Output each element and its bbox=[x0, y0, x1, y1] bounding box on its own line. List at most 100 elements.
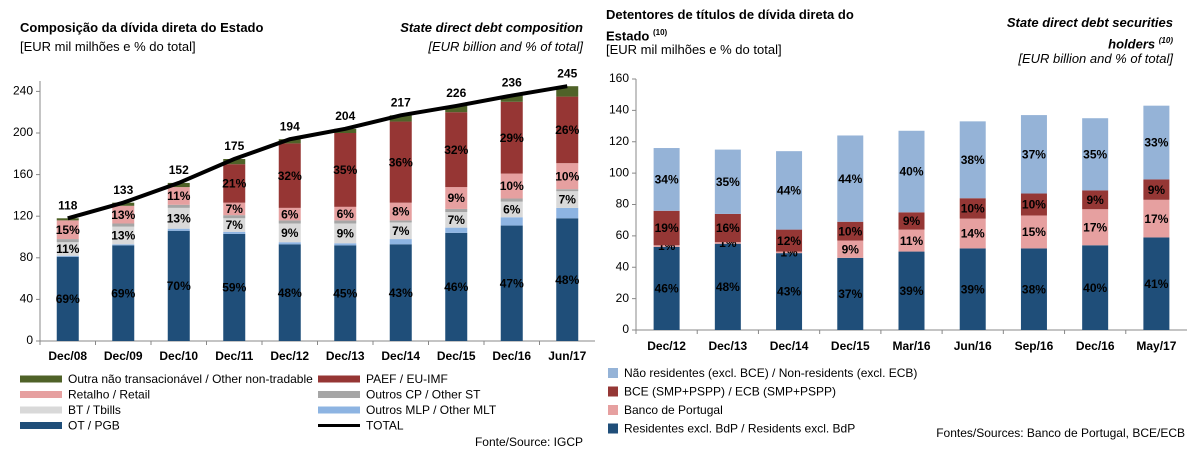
x-tick-label: May/17 bbox=[1136, 339, 1176, 353]
x-tick-label: Sep/16 bbox=[1015, 339, 1054, 353]
source: Fonte/Source: IGCP bbox=[475, 435, 583, 449]
data-label: 10% bbox=[838, 224, 862, 238]
bar-segment bbox=[445, 112, 468, 188]
x-tick-label: Dec/12 bbox=[270, 349, 309, 363]
x-tick-label: Dec/14 bbox=[381, 349, 420, 363]
data-label: 10% bbox=[1022, 198, 1046, 212]
x-tick-label: Dec/10 bbox=[159, 349, 198, 363]
x-tick-label: Dec/11 bbox=[215, 349, 253, 363]
legend-label: Outros CP / Other ST bbox=[366, 388, 481, 402]
y-tick-label: 160 bbox=[609, 71, 629, 85]
total-label: 133 bbox=[113, 183, 133, 197]
data-label: 11% bbox=[56, 242, 80, 256]
bar-segment bbox=[556, 191, 579, 208]
data-label: 33% bbox=[1144, 136, 1168, 150]
y-tick-label: 120 bbox=[13, 208, 33, 222]
legend-label: Retalho / Retail bbox=[68, 388, 150, 402]
bar-segment bbox=[278, 220, 301, 224]
y-tick-label: 0 bbox=[26, 333, 33, 347]
data-label: 9% bbox=[842, 242, 860, 256]
bar-segment bbox=[278, 223, 301, 243]
bar-segment bbox=[1082, 245, 1109, 330]
data-label: 10% bbox=[555, 169, 579, 183]
bar-segment bbox=[1143, 105, 1170, 180]
bar-segment bbox=[167, 230, 190, 341]
bar-segment bbox=[445, 105, 468, 113]
bar-segment bbox=[334, 206, 357, 221]
data-label: 34% bbox=[655, 173, 679, 187]
x-tick-label: Dec/13 bbox=[326, 349, 365, 363]
data-label: 46% bbox=[655, 282, 679, 296]
bar-segment bbox=[334, 223, 357, 244]
bar-segment bbox=[389, 115, 412, 122]
bar-segment bbox=[837, 257, 864, 330]
bar-segment bbox=[1082, 190, 1109, 210]
bar-segment bbox=[56, 220, 79, 240]
data-label: 9% bbox=[337, 227, 355, 241]
title: Composição da dívida direta do Estado bbox=[20, 20, 264, 35]
bar-segment bbox=[500, 217, 523, 226]
subtitle: [EUR mil milhões e % do total] bbox=[606, 42, 782, 57]
bar-segment bbox=[556, 163, 579, 190]
bar-segment bbox=[445, 187, 468, 209]
bar-segment bbox=[445, 208, 468, 213]
data-label: 37% bbox=[838, 287, 862, 301]
bar-segment bbox=[56, 239, 79, 243]
legend-label: Outros MLP / Other MLT bbox=[366, 403, 497, 417]
legend-swatch bbox=[20, 391, 62, 398]
y-tick-label: 40 bbox=[616, 259, 630, 273]
data-label: 13% bbox=[111, 229, 135, 243]
bar-segment bbox=[445, 232, 468, 341]
bar-segment bbox=[56, 242, 79, 256]
y-tick-label: 140 bbox=[609, 103, 629, 117]
data-label: 8% bbox=[392, 205, 410, 219]
bar-segment bbox=[556, 218, 579, 341]
data-label: 7% bbox=[559, 193, 577, 207]
bar-segment bbox=[334, 128, 357, 133]
legend-label: BT / Tbills bbox=[68, 403, 121, 417]
data-label: 12% bbox=[777, 234, 801, 248]
legend-swatch bbox=[608, 405, 618, 415]
y-tick-label: 60 bbox=[616, 228, 630, 242]
data-label: 47% bbox=[500, 276, 524, 290]
data-label: 9% bbox=[1148, 183, 1166, 197]
source: Fontes/Sources: Banco de Portugal, BCE/E… bbox=[936, 426, 1185, 440]
bar-segment bbox=[714, 242, 741, 244]
legend-label: Residentes excl. BdP / Residents excl. B… bbox=[624, 422, 855, 436]
total-label: 236 bbox=[502, 76, 522, 90]
bar-segment bbox=[556, 207, 579, 219]
data-label: 13% bbox=[167, 211, 191, 225]
legend-label: PAEF / EU-IMF bbox=[366, 372, 448, 386]
total-label: 175 bbox=[224, 139, 244, 153]
data-label: 9% bbox=[903, 214, 921, 228]
data-label: 29% bbox=[500, 131, 524, 145]
bar-segment bbox=[1143, 237, 1170, 330]
bar-segment bbox=[389, 202, 412, 221]
data-label: 69% bbox=[111, 286, 135, 300]
bar-segment bbox=[1143, 179, 1170, 200]
data-label: 39% bbox=[899, 284, 923, 298]
legend-swatch bbox=[20, 406, 62, 414]
total-label: 217 bbox=[391, 95, 411, 109]
data-label: 32% bbox=[444, 143, 468, 157]
bar-segment bbox=[112, 245, 135, 341]
data-label: 38% bbox=[961, 153, 985, 167]
title-en: State direct debt composition bbox=[400, 20, 583, 35]
data-label: 10% bbox=[961, 202, 985, 216]
bar-segment bbox=[445, 212, 468, 228]
bar-segment bbox=[334, 245, 357, 341]
total-label: 245 bbox=[557, 66, 577, 80]
legend-swatch bbox=[608, 368, 618, 378]
bar-segment bbox=[500, 95, 523, 102]
data-label: 17% bbox=[1144, 212, 1168, 226]
bar-segment bbox=[898, 251, 925, 330]
bar-segment bbox=[837, 240, 864, 258]
bar-segment bbox=[167, 187, 190, 205]
data-label: 16% bbox=[716, 221, 740, 235]
x-tick-label: Dec/12 bbox=[647, 339, 686, 353]
data-label: 44% bbox=[777, 184, 801, 198]
legend-swatch bbox=[20, 422, 62, 429]
x-tick-label: Jun/17 bbox=[548, 349, 586, 363]
